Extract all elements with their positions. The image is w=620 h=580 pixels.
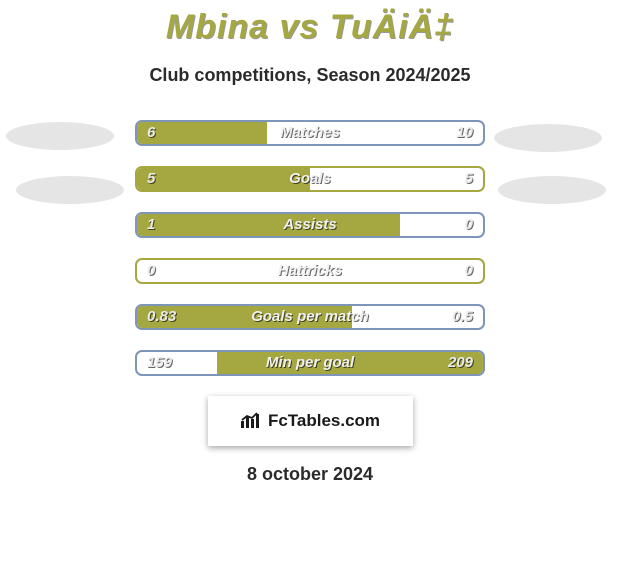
page-title: Mbina vs TuÄiÄ‡	[0, 0, 620, 47]
player-ellipse-3	[498, 176, 606, 204]
metric-label: Matches	[135, 120, 485, 146]
player-ellipse-2	[494, 124, 602, 152]
stat-row: 55Goals	[135, 166, 485, 192]
subtitle: Club competitions, Season 2024/2025	[0, 65, 620, 86]
metric-label: Assists	[135, 212, 485, 238]
stat-row: 00Hattricks	[135, 258, 485, 284]
metric-label: Hattricks	[135, 258, 485, 284]
metric-label: Goals per match	[135, 304, 485, 330]
stat-row: 10Assists	[135, 212, 485, 238]
metric-label: Min per goal	[135, 350, 485, 376]
metric-label: Goals	[135, 166, 485, 192]
stat-row: 159209Min per goal	[135, 350, 485, 376]
logo-text: FcTables.com	[268, 411, 380, 431]
stat-row: 610Matches	[135, 120, 485, 146]
chart-icon	[240, 411, 262, 432]
stat-row: 0.830.5Goals per match	[135, 304, 485, 330]
player-ellipse-1	[16, 176, 124, 204]
player-ellipse-0	[6, 122, 114, 150]
comparison-chart: 610Matches 55Goals 10Assists 00Hattricks 0.8…	[0, 120, 620, 376]
date-text: 8 october 2024	[0, 464, 620, 485]
logo-box: FcTables.com	[208, 396, 413, 446]
